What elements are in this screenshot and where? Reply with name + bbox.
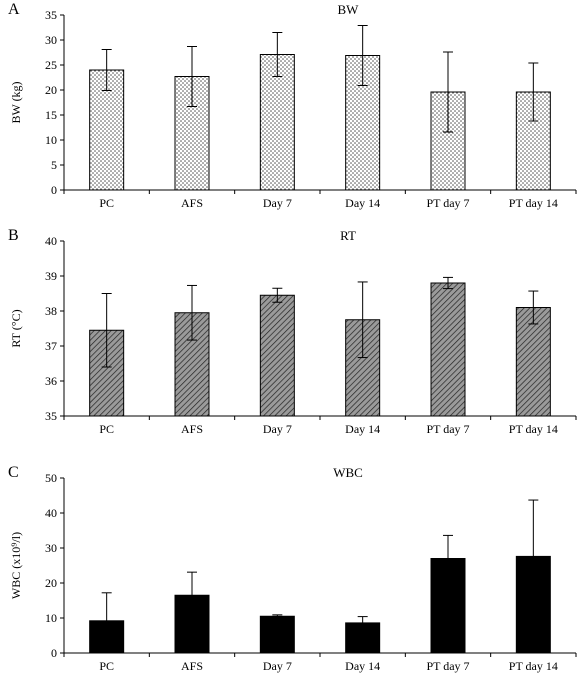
y-tick-label: 5 xyxy=(51,158,57,172)
x-tick-label: AFS xyxy=(181,196,203,210)
chart-title: BW xyxy=(338,2,360,17)
panel-label: C xyxy=(8,464,19,481)
x-tick-label: PC xyxy=(99,196,114,210)
y-tick-label: 36 xyxy=(45,374,57,388)
panel-label: B xyxy=(8,227,19,244)
y-tick-label: 40 xyxy=(45,234,57,248)
y-tick-label: 10 xyxy=(45,611,57,625)
x-tick-label: AFS xyxy=(181,422,203,436)
x-tick-label: PT day 7 xyxy=(426,659,469,673)
y-tick-label: 0 xyxy=(51,183,57,197)
y-tick-label: 20 xyxy=(45,83,57,97)
chart-title: WBC xyxy=(333,465,363,480)
x-tick-label: PT day 14 xyxy=(509,422,558,436)
bar xyxy=(515,307,551,417)
x-tick-label: PC xyxy=(99,422,114,436)
x-tick-label: PC xyxy=(99,659,114,673)
x-tick-label: Day 14 xyxy=(345,196,380,210)
y-tick-label: 20 xyxy=(45,576,57,590)
y-axis-label: WBC (x10⁹/l) xyxy=(9,532,23,599)
chart-panel-b: 35 36 37 38 39 40 PC AFS Day 7 Day 14 PT day 7 PT d… xyxy=(8,227,577,436)
x-tick-label: Day 7 xyxy=(263,422,292,436)
bar xyxy=(430,282,466,417)
y-tick-label: 0 xyxy=(51,646,57,660)
x-tick-label: PT day 7 xyxy=(426,196,469,210)
x-tick-label: Day 7 xyxy=(263,196,292,210)
y-tick-label: 38 xyxy=(45,304,57,318)
y-tick-label: 25 xyxy=(45,58,57,72)
chart-panel-c: 0 10 20 30 40 50 PC AFS Day 7 Day 14 PT day 7 PT da… xyxy=(8,464,577,673)
x-tick-label: AFS xyxy=(181,659,203,673)
y-tick-label: 40 xyxy=(45,506,57,520)
y-axis-label: RT (°C) xyxy=(9,309,23,347)
y-tick-label: 37 xyxy=(45,339,57,353)
x-tick-label: PT day 14 xyxy=(509,659,558,673)
y-tick-label: 30 xyxy=(45,541,57,555)
y-tick-label: 15 xyxy=(45,108,57,122)
chart-title: RT xyxy=(340,228,356,243)
panel-label: A xyxy=(8,1,20,18)
chart-panel-a: 0 5 10 15 20 25 30 35 PC AFS Day 7 Day 14 PT day 7 PT… xyxy=(8,1,577,210)
y-tick-label: 10 xyxy=(45,133,57,147)
x-tick-label: Day 14 xyxy=(345,422,380,436)
y-tick-label: 39 xyxy=(45,269,57,283)
x-tick-label: PT day 7 xyxy=(426,422,469,436)
x-tick-label: PT day 14 xyxy=(509,196,558,210)
y-axis-label: BW (kg) xyxy=(9,81,23,123)
bar xyxy=(259,54,295,191)
x-tick-label: Day 7 xyxy=(263,659,292,673)
y-tick-label: 50 xyxy=(45,471,57,485)
bar xyxy=(259,294,295,417)
y-tick-label: 35 xyxy=(45,409,57,423)
x-tick-label: Day 14 xyxy=(345,659,380,673)
y-tick-label: 30 xyxy=(45,33,57,47)
y-tick-label: 35 xyxy=(45,8,57,22)
bar xyxy=(259,615,295,654)
